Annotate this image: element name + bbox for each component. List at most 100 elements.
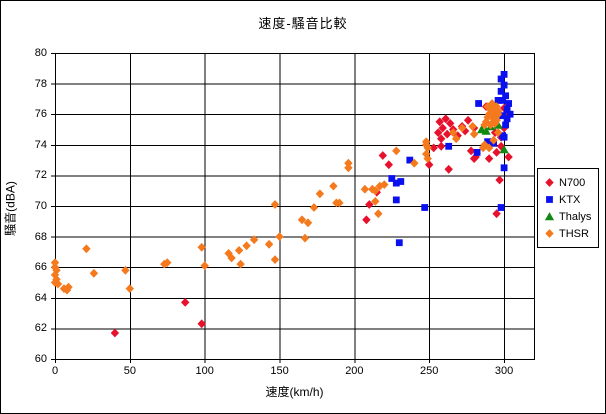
data-point-thsr	[380, 180, 389, 189]
data-point-n700	[437, 141, 446, 151]
plot-border	[55, 53, 535, 360]
data-point-n700	[492, 209, 501, 219]
data-point-thsr	[371, 197, 380, 206]
data-point-ktx	[473, 149, 481, 156]
data-point-ktx	[392, 196, 400, 204]
data-point-thsr	[264, 239, 274, 249]
x-tick-label: 300	[494, 365, 514, 377]
data-point-n700	[446, 119, 455, 128]
data-point-n700	[463, 115, 473, 125]
data-point-thsr	[236, 259, 245, 269]
data-point-thsr	[335, 198, 344, 208]
y-tick-label: 66	[34, 261, 47, 274]
data-point-thsr	[493, 128, 503, 137]
data-point-thsr	[480, 140, 489, 150]
data-point-n700	[435, 117, 444, 127]
x-tick-label: 150	[270, 365, 289, 377]
data-point-n700	[496, 141, 506, 151]
legend-item-ktx: KTX	[544, 191, 594, 208]
data-point-thsr	[410, 158, 419, 168]
data-point-thsr	[484, 143, 494, 153]
data-point-thsr	[492, 115, 501, 125]
data-point-thsr	[480, 120, 489, 130]
triangle-marker-icon	[544, 212, 555, 221]
data-point-thsr	[489, 106, 498, 116]
data-point-thsr	[300, 233, 310, 243]
data-point-n700	[438, 123, 447, 133]
data-point-ktx	[505, 100, 512, 107]
data-point-ktx	[502, 121, 509, 129]
legend-item-thalys: Thalys	[544, 208, 594, 225]
data-point-thsr	[493, 106, 503, 116]
data-point-thsr	[197, 242, 206, 252]
square-marker-icon	[546, 196, 553, 203]
data-point-ktx	[500, 81, 508, 89]
data-point-thsr	[374, 209, 383, 219]
data-point-thsr	[270, 200, 280, 209]
data-point-thsr	[489, 117, 498, 127]
data-point-thsr	[89, 268, 99, 278]
data-point-thsr	[50, 258, 60, 267]
x-axis-title: 速度(km/h)	[265, 385, 324, 399]
y-tick-label: 72	[34, 169, 47, 182]
data-point-thsr	[483, 112, 492, 122]
data-point-ktx	[497, 204, 505, 211]
data-point-n700	[492, 148, 501, 157]
x-tick-label: 0	[51, 365, 59, 377]
data-point-n700	[460, 126, 470, 136]
data-point-ktx	[500, 71, 508, 78]
data-point-thsr	[423, 143, 432, 153]
data-point-thsr	[449, 128, 458, 137]
data-point-n700	[484, 154, 494, 163]
data-point-n700	[110, 328, 120, 338]
data-point-thsr	[368, 184, 377, 194]
data-point-ktx	[500, 164, 508, 172]
data-point-thsr	[423, 154, 432, 163]
data-point-thalys	[481, 126, 491, 135]
legend-label: THSR	[559, 227, 589, 240]
data-point-thsr	[64, 282, 73, 292]
data-point-n700	[425, 160, 434, 170]
y-tick-label: 76	[34, 108, 47, 121]
data-point-thsr	[249, 235, 259, 245]
data-point-ktx	[499, 97, 506, 104]
data-point-thsr	[487, 99, 497, 108]
chart-title: 速度-騒音比較	[258, 16, 348, 31]
data-point-thsr	[486, 108, 495, 118]
data-point-n700	[434, 128, 443, 137]
data-point-thsr	[360, 184, 370, 194]
data-point-n700	[384, 160, 393, 170]
data-point-ktx	[506, 110, 514, 118]
data-point-n700	[181, 298, 190, 307]
data-point-thsr	[457, 123, 467, 133]
data-point-n700	[466, 146, 476, 156]
data-point-thsr	[82, 244, 91, 254]
x-tick-label: 100	[195, 365, 214, 377]
y-tick-label: 68	[34, 230, 47, 243]
data-point-thsr	[422, 140, 431, 150]
data-point-n700	[197, 319, 206, 329]
data-point-thsr	[481, 117, 491, 127]
data-point-n700	[443, 129, 452, 139]
data-point-thalys	[499, 145, 509, 154]
x-tick-label: 250	[420, 365, 439, 377]
data-point-ktx	[421, 204, 429, 211]
y-tick-label: 64	[34, 291, 47, 304]
data-point-ktx	[500, 133, 508, 141]
data-point-thsr	[483, 102, 492, 111]
data-point-ktx	[397, 178, 405, 185]
data-point-thsr	[315, 189, 325, 199]
data-point-thsr	[392, 146, 401, 156]
data-point-thsr	[487, 112, 497, 122]
data-point-thsr	[468, 122, 477, 131]
data-point-n700	[495, 175, 504, 185]
legend: N700 KTX Thalys THSR	[537, 168, 599, 248]
data-point-thsr	[303, 218, 313, 228]
data-point-n700	[441, 114, 450, 124]
data-point-thsr	[492, 102, 501, 111]
data-point-thsr	[163, 258, 172, 267]
data-point-thsr	[452, 134, 461, 144]
data-point-ktx	[445, 142, 453, 150]
data-point-thsr	[489, 135, 498, 145]
